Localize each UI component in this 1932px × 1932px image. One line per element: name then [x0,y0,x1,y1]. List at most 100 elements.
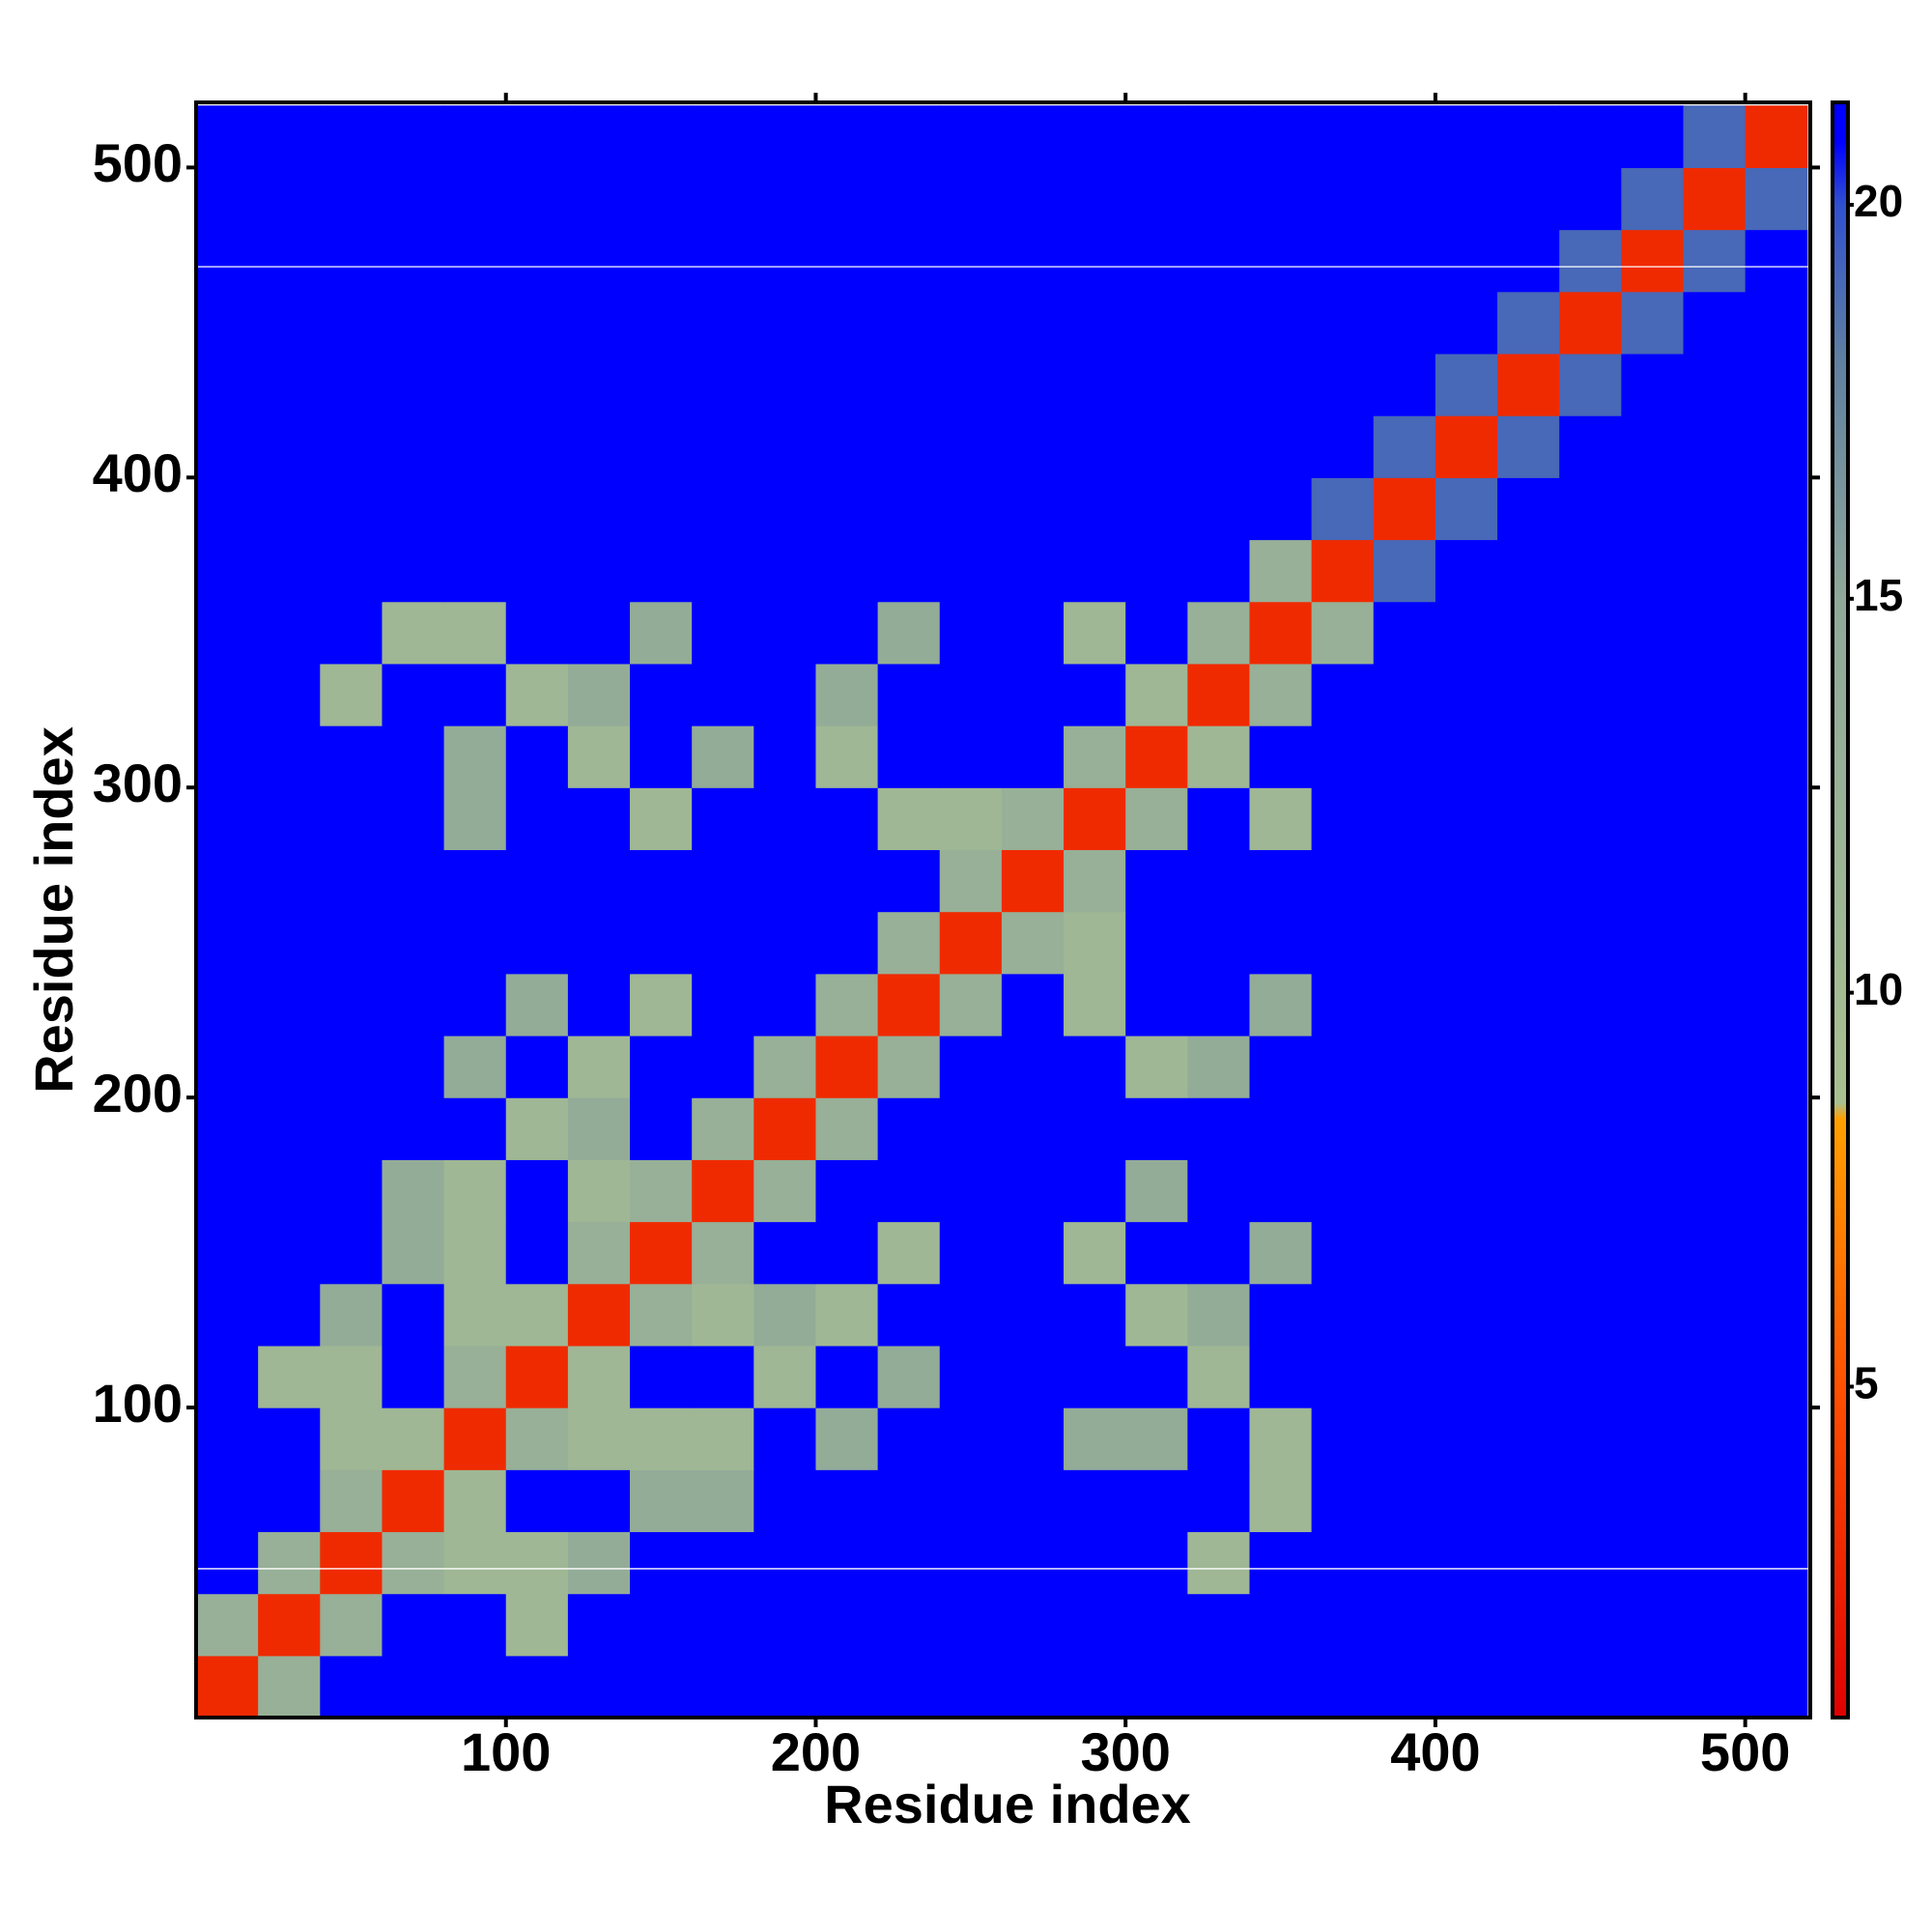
heatmap-cell [1125,1469,1188,1533]
heatmap-cell [1559,1345,1622,1408]
heatmap-cell [877,663,941,726]
heatmap-cell [815,1159,879,1223]
heatmap-cell [1745,787,1808,851]
heatmap-cell [939,229,1003,293]
heatmap-cell [1621,229,1685,293]
heatmap-cell [1001,167,1065,231]
heatmap-cell [877,1655,941,1719]
heatmap-cell [382,663,445,726]
heatmap-cell [1064,1159,1126,1223]
heatmap-cell [1683,539,1747,603]
heatmap-cell [505,353,569,416]
heatmap-cell [505,1283,569,1347]
heatmap-cell [382,849,445,913]
heatmap-cell [382,725,445,788]
heatmap-cell [443,973,507,1037]
heatmap-cell [258,415,321,478]
heatmap-cell [1187,539,1251,603]
heatmap-cell [1559,911,1622,975]
heatmap-cell [1435,973,1498,1037]
heatmap-cell [1745,725,1808,788]
heatmap-cell [196,477,259,541]
heatmap-cell [1745,911,1808,975]
heatmap-cell [382,1655,445,1719]
heatmap-cell [382,601,445,665]
heatmap-cell [1125,291,1188,355]
heatmap-cell [877,1221,941,1285]
heatmap-cell [1001,725,1065,788]
heatmap-cell [1435,1345,1498,1408]
heatmap-cell [443,1221,507,1285]
heatmap-cell [630,601,693,665]
heatmap-cell [630,353,693,416]
x-axis-label: Residue index [824,1774,1191,1834]
heatmap-cell [320,1531,384,1595]
heatmap-cell [1001,1221,1065,1285]
heatmap-cell [1125,973,1188,1037]
heatmap-cell [753,1097,817,1160]
heatmap-cell [443,1283,507,1347]
heatmap-cell [1249,1655,1313,1719]
heatmap-cell [692,167,754,231]
heatmap-cell [1249,291,1313,355]
heatmap-cell [939,1159,1003,1223]
heatmap-cell [443,787,507,851]
heatmap-cell [1187,1159,1251,1223]
heatmap-cell [1559,725,1622,788]
heatmap-cell [258,477,321,541]
heatmap-cell [567,849,631,913]
heatmap-cell [1373,1345,1436,1408]
heatmap-cell [1435,1283,1498,1347]
heatmap-cell [1187,415,1251,478]
heatmap-cell [692,787,754,851]
heatmap-cell [505,787,569,851]
heatmap-cell [1187,787,1251,851]
heatmap-cell [1683,353,1747,416]
heatmap-cell [1435,105,1498,168]
heatmap-cell [692,291,754,355]
heatmap-cell [567,663,631,726]
heatmap-cell [382,167,445,231]
heatmap-cell [1435,601,1498,665]
heatmap-cell [1683,973,1747,1037]
heatmap-cell [1745,105,1808,168]
heatmap-cell [1001,229,1065,293]
heatmap-cell [939,1469,1003,1533]
heatmap-cell [1745,601,1808,665]
heatmap-cell [1435,1035,1498,1098]
heatmap-cell [1125,1221,1188,1285]
heatmap-cell [753,787,817,851]
heatmap-cell [1249,167,1313,231]
heatmap-cell [1373,291,1436,355]
heatmap-cell [1497,1159,1560,1223]
heatmap-cell [505,973,569,1037]
heatmap-cell [1559,1221,1622,1285]
heatmap [196,105,1808,1719]
heatmap-cell [1187,1531,1251,1595]
heatmap-cell [1683,415,1747,478]
heatmap-cell [258,167,321,231]
heatmap-cell [1249,477,1313,541]
x-tick-label: 500 [1700,1721,1790,1782]
heatmap-cell [692,1593,754,1657]
heatmap-cell [692,725,754,788]
heatmap-cell [505,911,569,975]
heatmap-cell [1064,229,1126,293]
heatmap-cell [1125,787,1188,851]
colorbar [1831,100,1850,1719]
heatmap-cell [1001,477,1065,541]
heatmap-cell [382,1593,445,1657]
heatmap-cell [505,1407,569,1470]
heatmap-cell [567,601,631,665]
heatmap-cell [1249,601,1313,665]
heatmap-cell [1497,1531,1560,1595]
heatmap-cell [630,539,693,603]
heatmap-cell [1187,291,1251,355]
heatmap-cell [1745,1035,1808,1098]
heatmap-cell [630,167,693,231]
heatmap-cell [630,1283,693,1347]
heatmap-cell [1249,1345,1313,1408]
heatmap-cell [1559,1283,1622,1347]
heatmap-cell [1064,291,1126,355]
heatmap-cell [939,787,1003,851]
